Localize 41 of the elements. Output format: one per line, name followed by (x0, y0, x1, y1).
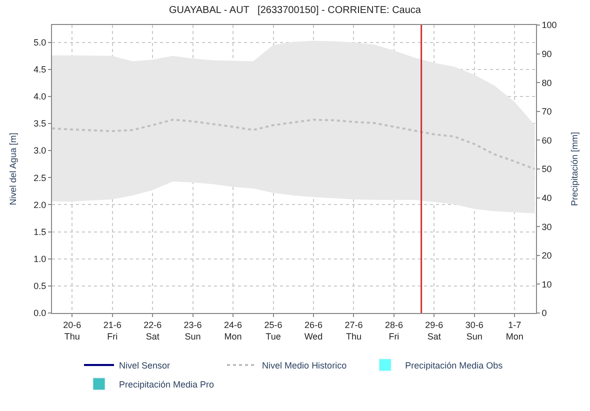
y-tick-label: 1.5 (34, 226, 46, 237)
x-tick-label: 23-6 Sun (184, 320, 202, 342)
y2-tick-label: 60 (542, 135, 552, 146)
y-tick-label: 1.0 (34, 254, 46, 264)
legend-label: Nivel Sensor (119, 360, 170, 370)
x-tick-label: 22-6 Sat (144, 320, 162, 342)
y2-tick-label: 0 (542, 308, 547, 318)
chart-title: GUAYABAL - AUT [2633700150] - CORRIENTE: Cauca (169, 5, 422, 16)
y-tick-label: 4.0 (34, 92, 46, 102)
x-tick-label: 25-6 Tue (264, 320, 282, 342)
y2-tick-label: 40 (542, 192, 552, 203)
y2-tick-label: 30 (542, 222, 552, 232)
y2-tick-label: 20 (542, 250, 552, 261)
x-tick-label: 29-6 Sat (425, 320, 444, 342)
y2-tick-label: 10 (542, 279, 552, 290)
y2-tick-label: 70 (542, 106, 552, 117)
x-tick-label: 20-6 Thu (63, 320, 82, 342)
y2-tick-label: 100 (542, 20, 557, 30)
y-tick-label: 2.0 (34, 200, 46, 210)
x-tick-label: 24-6 Mon (224, 320, 242, 342)
x-tick-label: 21-6 Fri (103, 320, 122, 342)
x-tick-label: 30-6 Sun (465, 320, 484, 342)
y-axis-title: Nivel del Agua [m] (8, 132, 18, 206)
x-tick-label: 26-6 Wed (304, 320, 323, 342)
x-tick-label: 27-6 Thu (344, 320, 363, 342)
legend-label: Precipitación Media Obs (405, 360, 504, 370)
y-tick-label: 5.0 (34, 37, 46, 48)
y2-tick-label: 90 (542, 48, 552, 59)
legend-label: Precipitación Media Pro (119, 379, 214, 390)
x-tick-label: 1-7 Mon (506, 320, 524, 342)
y2-tick-label: 80 (542, 78, 552, 88)
legend-label: Nivel Medio Historico (262, 360, 347, 370)
x-tick-label: 28-6 Fri (384, 320, 403, 342)
y-tick-label: 4.5 (34, 64, 46, 75)
y2-tick-label: 50 (542, 164, 552, 174)
y-tick-label: 0.0 (34, 308, 46, 318)
y-tick-label: 3.5 (34, 118, 46, 129)
y-tick-label: 0.5 (34, 281, 46, 292)
y2-axis-title: Precipitación [mm] (570, 132, 580, 206)
y-tick-label: 2.5 (34, 172, 46, 183)
y-tick-label: 3.0 (34, 146, 46, 156)
